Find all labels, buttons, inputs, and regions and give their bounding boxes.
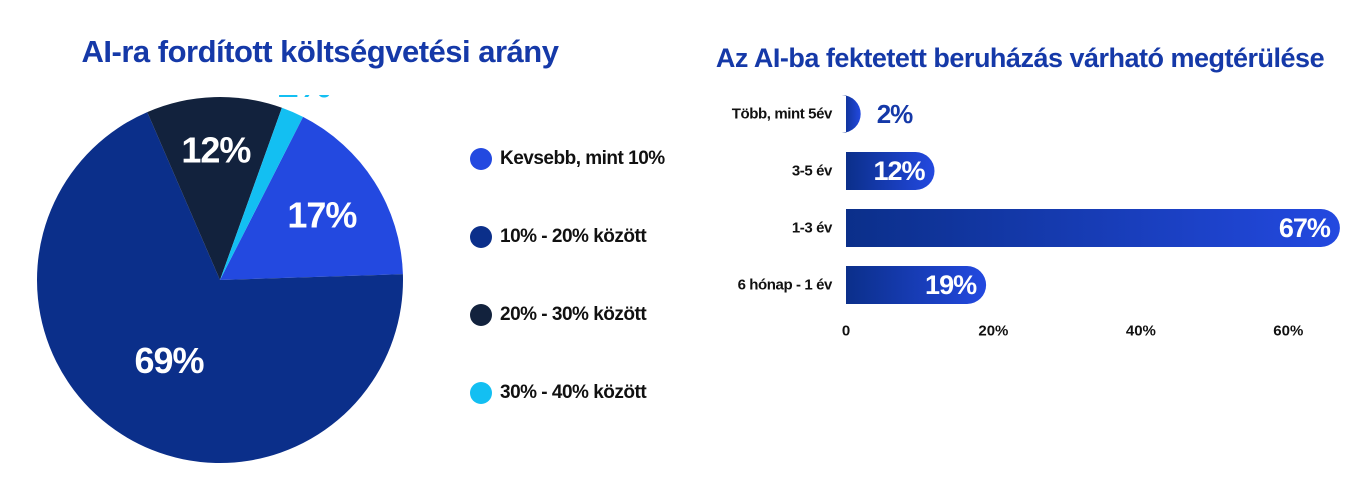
bar — [841, 95, 861, 133]
bar-value-label: 19% — [925, 270, 977, 300]
legend-marker — [470, 304, 492, 326]
pie-value-label: 17% — [287, 195, 357, 236]
bar — [846, 266, 987, 304]
legend-item: 20% - 30% között — [470, 304, 647, 326]
legend-label: Kevsebb, mint 10% — [500, 148, 665, 169]
bar-category-label: 3-5 év — [792, 163, 833, 180]
bar-category-label: 1-3 év — [792, 220, 833, 237]
x-tick-label: 60% — [1273, 323, 1303, 340]
pie-slice-kevsebb-mint-10 — [220, 116, 403, 280]
pie-value-label: 69% — [134, 340, 204, 381]
legend-label: 30% - 40% között — [500, 382, 647, 403]
bar-category-label: 6 hónap - 1 év — [738, 277, 833, 294]
legend-item: 10% - 20% között — [470, 226, 647, 248]
bar-category-label: Több, mint 5év — [732, 106, 833, 123]
legend-label: 20% - 30% között — [500, 304, 647, 325]
legend-item: Kevsebb, mint 10% — [470, 148, 665, 170]
bar-value-label: 67% — [1279, 213, 1331, 243]
x-tick-label: 20% — [978, 323, 1008, 340]
legend-item: 30% - 40% között — [470, 382, 647, 404]
pie-slice-20-30-k-z-tt — [147, 96, 282, 280]
pie-slice-30-40-k-z-tt — [220, 107, 304, 280]
bar — [846, 209, 1340, 247]
legend-marker — [470, 148, 492, 170]
bar-value-label: 2% — [877, 99, 913, 129]
bar — [846, 152, 935, 190]
pie-slice-10-20-k-z-tt — [37, 112, 404, 463]
x-tick-label: 0 — [842, 323, 850, 340]
legend-label: 10% - 20% között — [500, 226, 647, 247]
bar-chart-title: Az AI-ba fektetett beruházás várható meg… — [715, 43, 1325, 73]
legend-marker — [470, 226, 492, 248]
pie-chart: 17% 69% 12% 2% — [37, 95, 404, 463]
bar-chart: Több, mint 5év 2% 3-5 év 12% 1-3 év 67% 6 hóna… — [732, 95, 1340, 340]
pie-value-label: 12% — [181, 130, 251, 171]
legend-marker — [470, 382, 492, 404]
pie-value-label: 2% — [278, 95, 331, 106]
x-tick-label: 40% — [1126, 323, 1156, 340]
pie-chart-title: AI-ra fordított költségvetési arány — [81, 34, 559, 69]
bar-value-label: 12% — [873, 156, 925, 186]
